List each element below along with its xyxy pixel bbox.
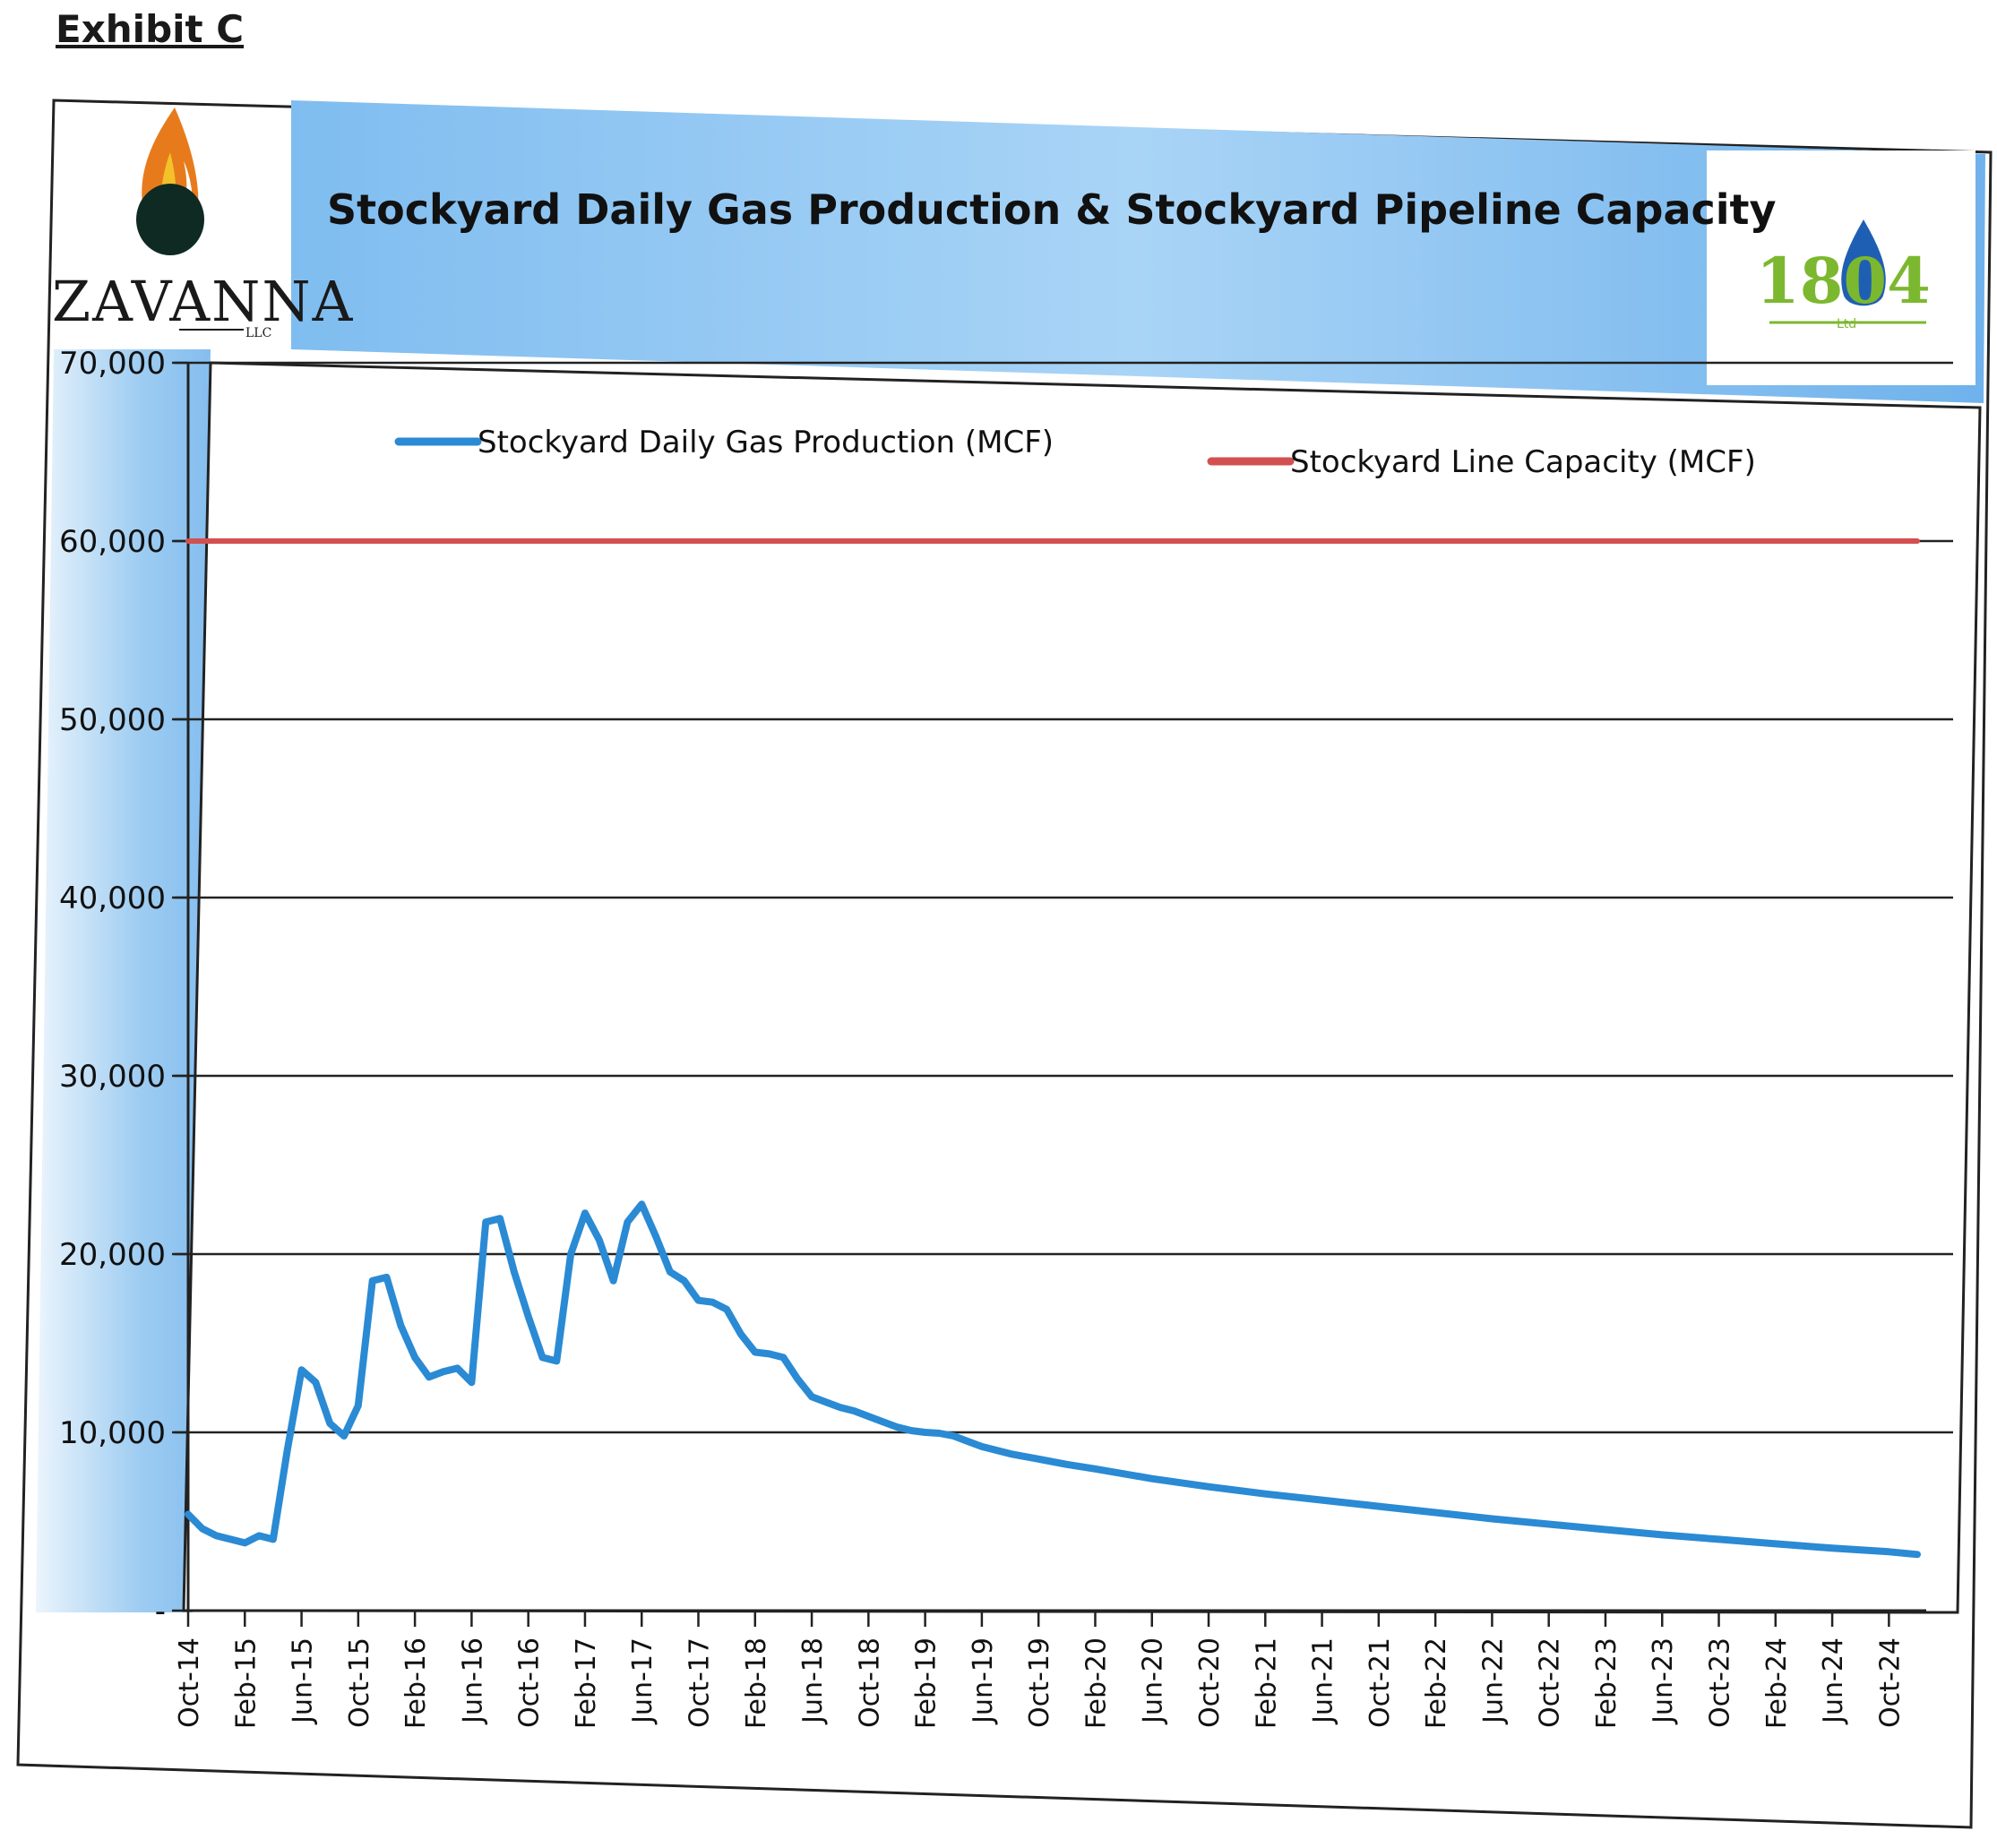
x-tick-label: Feb-18 bbox=[741, 1637, 772, 1729]
y-tick-label: 20,000 bbox=[59, 1237, 166, 1273]
chart-title: Stockyard Daily Gas Production & Stockya… bbox=[327, 185, 1777, 234]
x-tick-label: Jun-24 bbox=[1818, 1637, 1849, 1725]
exhibit-label: Exhibit C bbox=[56, 7, 245, 51]
x-tick-label: Oct-19 bbox=[1024, 1637, 1055, 1728]
legend-label-production: Stockyard Daily Gas Production (MCF) bbox=[478, 425, 1054, 460]
y-axis-ticks: - 10,000 20,000 30,000 40,000 50,000 60,000 70,… bbox=[59, 346, 188, 1629]
x-tick-label: Jun-16 bbox=[457, 1637, 488, 1725]
header-band bbox=[291, 100, 1985, 403]
x-tick-label: Oct-20 bbox=[1194, 1637, 1226, 1728]
x-tick-label: Feb-15 bbox=[230, 1637, 262, 1729]
y-tick-label: 50,000 bbox=[59, 702, 166, 738]
x-tick-label: Oct-14 bbox=[174, 1637, 205, 1728]
zavanna-name: ZAVANNA bbox=[52, 269, 354, 334]
x-tick-label: Feb-21 bbox=[1251, 1637, 1282, 1729]
y-tick-label: 40,000 bbox=[59, 881, 166, 916]
logo-1804: 1804 Ltd bbox=[1707, 150, 1975, 385]
x-tick-label: Oct-15 bbox=[344, 1637, 375, 1728]
x-axis-ticks: Oct-14 Feb-15 Jun-15 Oct-15 Feb-16 Jun-16 Oct-… bbox=[174, 1611, 1906, 1729]
series-layer bbox=[185, 538, 1921, 1559]
x-tick-label: Jun-17 bbox=[627, 1637, 658, 1725]
x-tick-label: Oct-16 bbox=[514, 1637, 546, 1728]
y-tick-label: 60,000 bbox=[59, 524, 166, 560]
x-tick-label: Feb-22 bbox=[1421, 1637, 1452, 1729]
drop-icon bbox=[1841, 219, 1886, 306]
y-tick-label: 70,000 bbox=[59, 346, 166, 382]
legend: Stockyard Daily Gas Production (MCF) Sto… bbox=[394, 425, 1756, 480]
x-tick-label: Oct-18 bbox=[854, 1637, 885, 1728]
series-line-production bbox=[185, 1200, 1921, 1559]
x-tick-label: Oct-22 bbox=[1535, 1637, 1566, 1728]
logo-1804-suffix: Ltd bbox=[1837, 317, 1856, 331]
x-tick-label: Oct-17 bbox=[684, 1637, 716, 1728]
x-tick-label: Feb-20 bbox=[1080, 1637, 1112, 1729]
x-tick-label: Feb-19 bbox=[911, 1637, 943, 1729]
zavanna-logo: ZAVANNA LLC bbox=[52, 107, 354, 340]
x-tick-label: Oct-23 bbox=[1705, 1637, 1736, 1728]
legend-label-capacity: Stockyard Line Capacity (MCF) bbox=[1290, 444, 1756, 480]
x-tick-label: Jun-20 bbox=[1138, 1637, 1169, 1725]
x-tick-label: Feb-17 bbox=[571, 1637, 602, 1729]
x-tick-label: Feb-23 bbox=[1591, 1637, 1623, 1729]
x-tick-label: Jun-21 bbox=[1308, 1637, 1339, 1725]
x-tick-label: Jun-22 bbox=[1477, 1637, 1509, 1725]
x-tick-label: Feb-24 bbox=[1761, 1637, 1793, 1729]
x-tick-label: Oct-21 bbox=[1364, 1637, 1396, 1728]
x-tick-label: Jun-18 bbox=[797, 1637, 829, 1725]
y-tick-label: 10,000 bbox=[59, 1415, 166, 1451]
x-tick-label: Jun-23 bbox=[1648, 1637, 1679, 1725]
x-tick-label: Jun-19 bbox=[968, 1637, 999, 1725]
x-tick-label: Feb-16 bbox=[400, 1637, 432, 1729]
plot-area bbox=[182, 361, 1982, 1614]
y-tick-label: - bbox=[155, 1594, 166, 1629]
left-band bbox=[36, 349, 211, 1612]
x-tick-label: Oct-24 bbox=[1874, 1637, 1906, 1728]
zavanna-suffix: LLC bbox=[245, 326, 271, 340]
logo-1804-name: 1804 bbox=[1756, 244, 1931, 318]
y-tick-label: 30,000 bbox=[59, 1059, 166, 1095]
x-tick-label: Jun-15 bbox=[288, 1637, 319, 1725]
